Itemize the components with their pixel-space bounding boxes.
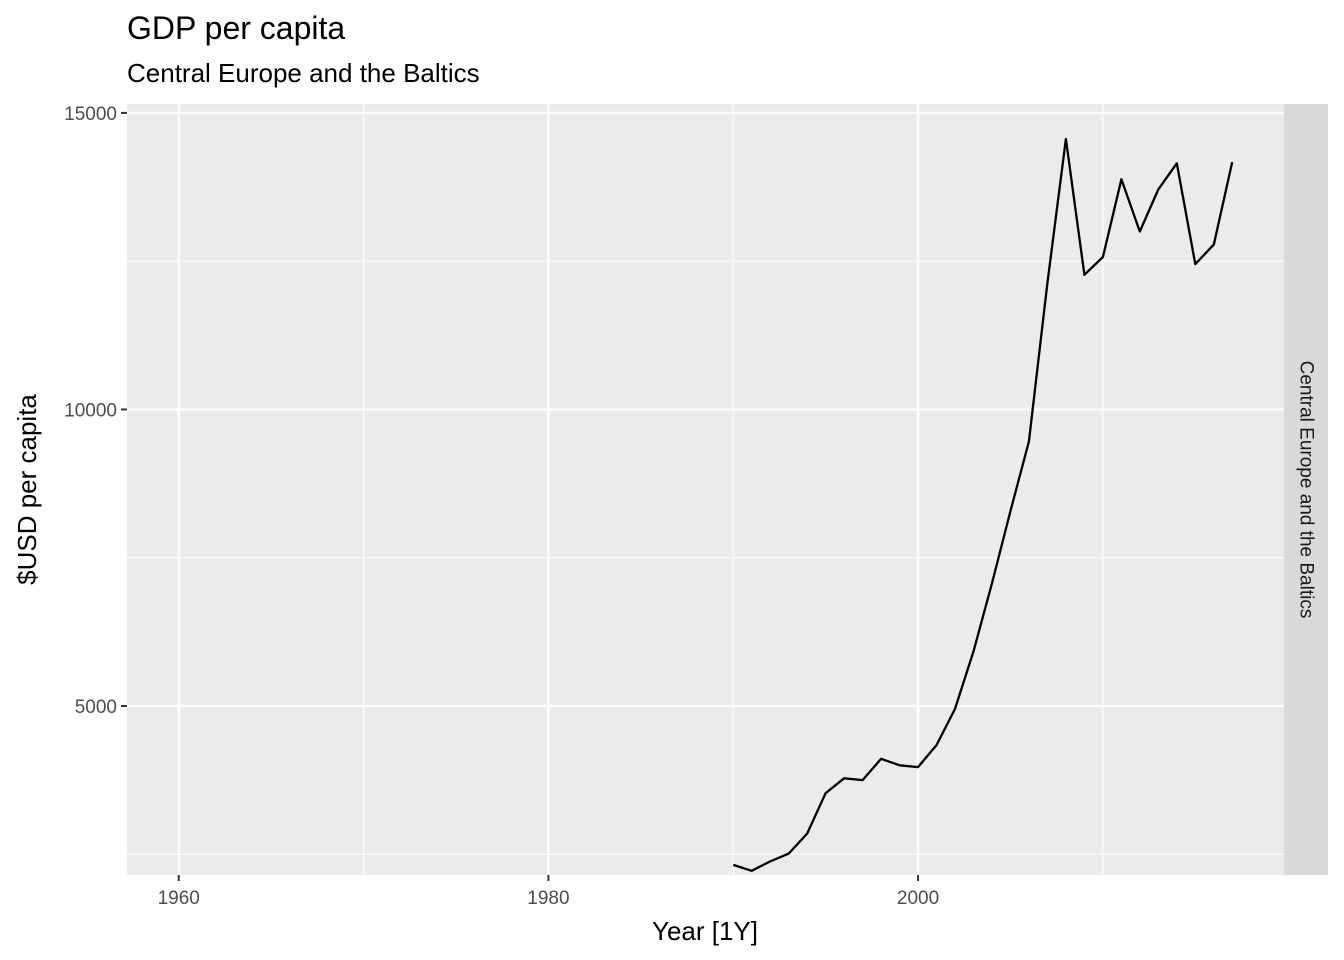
y-tick-label: 15000 <box>64 104 117 125</box>
x-tick-label: 1960 <box>158 888 200 909</box>
x-axis-ticks: 1960 1980 2000 <box>158 875 939 909</box>
chart-title: GDP per capita <box>127 10 345 46</box>
minor-gridlines <box>127 104 1284 875</box>
x-tick-label: 1980 <box>527 888 569 909</box>
y-axis-title: $USD per capita <box>12 394 42 585</box>
y-axis-ticks: 5000 10000 15000 <box>64 104 127 718</box>
y-tick-label: 5000 <box>75 697 117 718</box>
chart-subtitle: Central Europe and the Baltics <box>127 58 480 88</box>
x-axis-title: Year [1Y] <box>652 916 758 946</box>
facet-strip-label: Central Europe and the Baltics <box>1296 361 1317 619</box>
x-tick-label: 2000 <box>897 888 939 909</box>
major-gridlines <box>127 104 1284 875</box>
facet-strip <box>1284 104 1328 875</box>
plot-panel <box>127 104 1284 875</box>
gdp-series-line <box>732 137 1234 872</box>
y-tick-label: 10000 <box>64 400 117 421</box>
